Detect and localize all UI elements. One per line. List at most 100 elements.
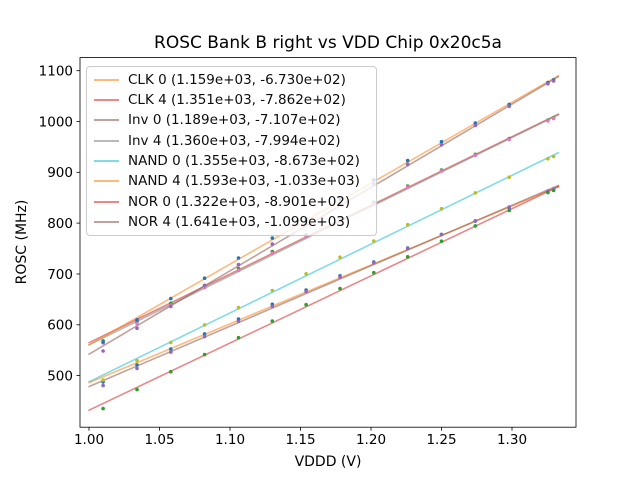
data-point	[270, 288, 275, 293]
legend-line-swatch	[94, 180, 119, 183]
data-point	[169, 296, 173, 301]
data-point	[473, 219, 478, 223]
data-point	[338, 286, 342, 291]
data-point	[270, 236, 275, 240]
data-point	[507, 175, 512, 179]
legend-label: NAND 4 (1.593e+03, -1.033e+03)	[128, 173, 360, 190]
data-point	[236, 256, 241, 260]
data-point	[546, 156, 550, 161]
legend-item-clk-4: CLK 4 (1.351e+03, -7.862e+02)	[94, 91, 369, 110]
fit-line-nand-0	[88, 151, 560, 383]
data-point	[551, 154, 556, 159]
legend-line-swatch	[94, 139, 119, 142]
scatter-inv-0	[101, 187, 556, 388]
data-point	[439, 239, 444, 243]
legend-item-nor-4: NOR 4 (1.641e+03, -1.099e+03)	[94, 213, 369, 232]
y-axis-label: ROSC (MHz)	[14, 199, 30, 285]
data-point	[551, 79, 556, 83]
x-axis-label: VDDD (V)	[294, 454, 362, 470]
data-point	[338, 255, 342, 259]
chart-title: ROSC Bank B right vs VDD Chip 0x20c5a	[154, 33, 502, 53]
data-point	[507, 208, 512, 213]
data-point	[439, 142, 444, 147]
legend-line-swatch	[94, 78, 119, 81]
x-tick-label: 1.10	[215, 432, 245, 448]
data-point	[372, 239, 376, 243]
data-point	[135, 318, 139, 322]
data-point	[236, 305, 241, 310]
legend-line-swatch	[94, 221, 119, 224]
data-point	[270, 304, 275, 309]
y-tick-label: 700	[47, 267, 73, 283]
legend-item-nand-4: NAND 4 (1.593e+03, -1.033e+03)	[94, 172, 369, 191]
data-point	[135, 387, 139, 392]
legend-line-swatch	[94, 160, 119, 163]
data-point	[546, 82, 550, 86]
y-tick-label: 800	[47, 216, 73, 232]
y-tick-label: 500	[47, 368, 73, 384]
legend-label: NOR 0 (1.322e+03, -8.901e+02)	[128, 193, 351, 210]
y-tick-label: 1000	[39, 114, 73, 130]
data-point	[507, 104, 512, 109]
legend-label: NOR 4 (1.641e+03, -1.099e+03)	[128, 214, 351, 231]
y-axis: 500 600 700 800 900 1000 1100	[39, 64, 80, 384]
scatter-nand-0	[101, 154, 556, 382]
data-point	[551, 116, 556, 121]
legend-line-swatch	[94, 119, 119, 122]
data-point	[439, 232, 444, 237]
scatter-nor-0	[101, 188, 556, 411]
data-point	[439, 206, 444, 211]
data-point	[101, 349, 105, 353]
data-point	[405, 254, 410, 259]
data-point	[101, 340, 105, 344]
data-point	[135, 326, 139, 331]
data-point	[372, 261, 376, 265]
data-point	[202, 283, 207, 288]
legend-item-inv-4: Inv 4 (1.360e+03, -7.994e+02)	[94, 131, 369, 150]
data-point	[405, 246, 410, 251]
data-point	[169, 369, 173, 374]
data-point	[169, 304, 173, 309]
data-point	[169, 350, 173, 354]
data-point	[270, 251, 275, 255]
legend-label: Inv 0 (1.189e+03, -7.107e+02)	[128, 112, 341, 129]
y-tick-label: 600	[47, 318, 73, 334]
data-point	[202, 352, 207, 357]
y-tick-label: 1100	[39, 64, 73, 80]
data-point	[135, 358, 139, 363]
data-point	[169, 347, 173, 351]
data-point	[202, 334, 207, 339]
legend-label: CLK 0 (1.159e+03, -6.730e+02)	[128, 71, 346, 88]
data-point	[473, 191, 478, 195]
x-tick-label: 1.25	[426, 432, 456, 448]
data-point	[473, 123, 478, 128]
fit-line-inv-0	[88, 184, 560, 388]
data-point	[551, 188, 556, 193]
x-tick-label: 1.15	[285, 432, 315, 448]
data-point	[202, 276, 207, 281]
data-point	[405, 158, 410, 163]
data-point	[135, 363, 139, 367]
data-point	[236, 335, 241, 340]
data-point	[304, 302, 308, 307]
legend-item-clk-0: CLK 0 (1.159e+03, -6.730e+02)	[94, 70, 369, 89]
data-point	[405, 162, 410, 167]
data-point	[439, 139, 444, 144]
data-point	[439, 169, 444, 173]
x-tick-label: 1.30	[497, 432, 527, 448]
legend-line-swatch	[94, 200, 119, 203]
data-point	[473, 153, 478, 157]
data-point	[202, 332, 207, 336]
x-tick-label: 1.05	[144, 432, 174, 448]
data-point	[135, 366, 139, 371]
data-point	[372, 270, 376, 275]
data-point	[405, 185, 410, 189]
y-tick-label: 900	[47, 165, 73, 181]
data-point	[270, 242, 275, 246]
data-point	[338, 275, 342, 279]
x-tick-label: 1.20	[356, 432, 386, 448]
data-point	[202, 323, 207, 327]
legend: CLK 0 (1.159e+03, -6.730e+02) CLK 4 (1.35…	[86, 66, 377, 236]
fit-line-nor-0	[88, 185, 560, 412]
